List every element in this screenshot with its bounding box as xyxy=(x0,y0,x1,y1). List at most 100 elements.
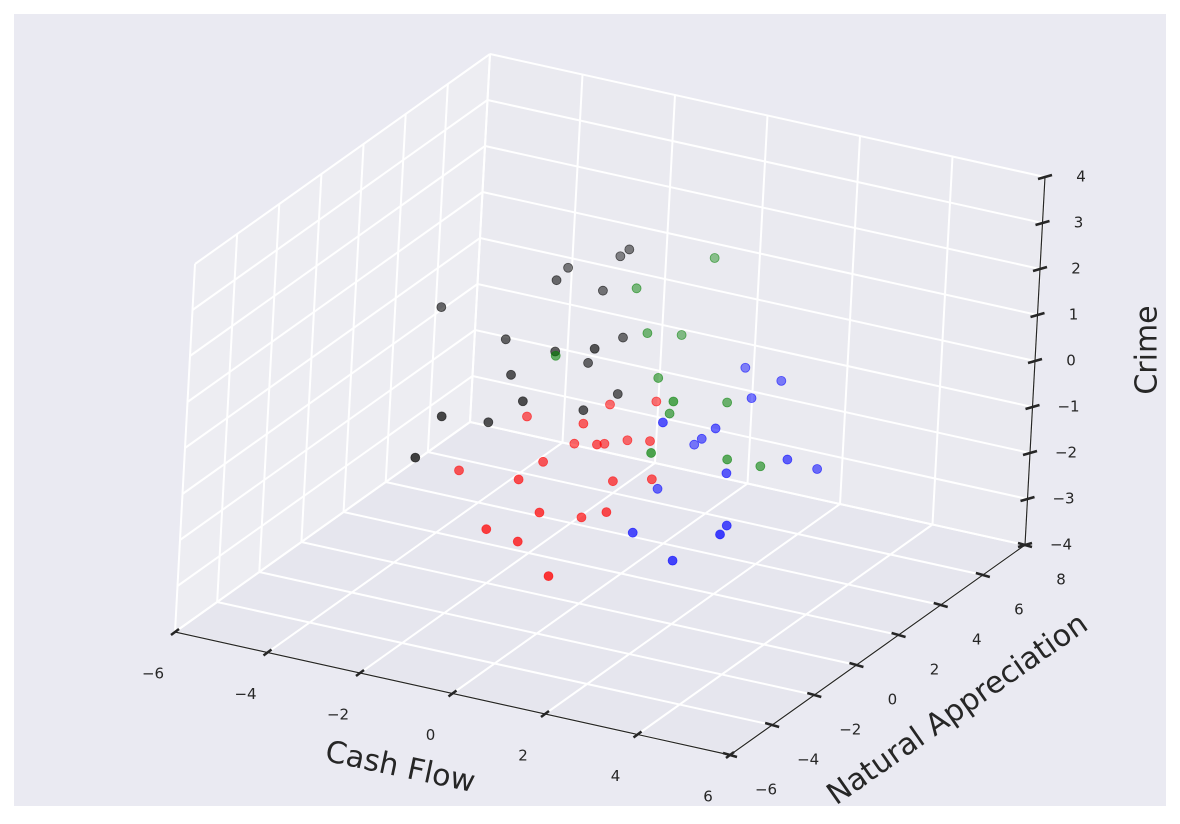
point xyxy=(651,396,662,407)
point xyxy=(517,396,528,407)
grid-line xyxy=(427,451,984,576)
point xyxy=(605,399,615,410)
point xyxy=(646,474,657,485)
point xyxy=(622,435,633,446)
point xyxy=(578,418,589,429)
point xyxy=(642,328,653,339)
point xyxy=(710,423,721,434)
x-tick-label: −2 xyxy=(327,706,349,724)
x-tick-label: 2 xyxy=(518,747,528,765)
x-tick-label: 4 xyxy=(611,767,621,785)
z-tick-label: 0 xyxy=(1066,352,1076,370)
point xyxy=(583,358,593,368)
point xyxy=(543,571,554,581)
grid-line xyxy=(194,53,491,265)
tick-mark xyxy=(262,648,273,657)
point xyxy=(721,520,732,531)
z-tick-label: 3 xyxy=(1074,214,1084,232)
y-tick-label: 0 xyxy=(888,691,898,709)
tick-mark xyxy=(933,601,949,609)
point xyxy=(612,389,623,399)
point xyxy=(598,285,608,296)
point xyxy=(657,417,668,428)
grid-line xyxy=(191,99,489,311)
z-tick-label: 2 xyxy=(1071,260,1081,278)
point xyxy=(755,461,766,472)
point xyxy=(653,373,664,383)
point xyxy=(676,330,687,340)
point xyxy=(715,529,725,540)
z-tick-label: −1 xyxy=(1057,398,1079,416)
grid-line xyxy=(181,283,479,495)
point xyxy=(782,454,793,465)
x-tick-label: −4 xyxy=(234,685,256,703)
point xyxy=(569,438,580,449)
tick-mark xyxy=(170,628,180,636)
point xyxy=(740,362,751,373)
x-tick-label: 0 xyxy=(426,726,436,744)
tick-mark xyxy=(1035,219,1050,227)
point xyxy=(512,536,523,547)
panes xyxy=(174,53,1046,756)
point xyxy=(576,512,587,523)
grid-line xyxy=(176,375,474,587)
point xyxy=(599,438,610,449)
point xyxy=(646,448,657,458)
grid-line xyxy=(385,481,941,606)
grid-line xyxy=(636,523,934,736)
point xyxy=(631,283,642,294)
point xyxy=(664,408,675,419)
z-tick-label: −2 xyxy=(1055,444,1077,462)
point xyxy=(627,527,638,538)
y-tick-label: 4 xyxy=(972,631,982,649)
tick-mark xyxy=(975,571,991,579)
tick-mark xyxy=(540,710,550,718)
point xyxy=(668,396,679,407)
grid-line xyxy=(487,99,1043,224)
point xyxy=(454,465,464,476)
point xyxy=(645,436,655,447)
z-axis-title: Crime xyxy=(1130,305,1165,394)
grid-line xyxy=(216,601,773,726)
grid-line xyxy=(544,503,841,715)
z-tick-label: −4 xyxy=(1050,536,1072,554)
tick-mark xyxy=(1017,541,1033,549)
tick-mark xyxy=(1022,449,1038,457)
z-tick-label: 1 xyxy=(1069,306,1079,324)
tick-mark xyxy=(1027,357,1043,365)
point xyxy=(522,411,532,422)
grid-line xyxy=(479,237,1036,362)
tick-mark xyxy=(891,631,906,639)
y-tick-label: −4 xyxy=(797,751,819,769)
grid-line xyxy=(259,571,815,696)
tick-mark xyxy=(1030,311,1045,319)
point xyxy=(722,397,733,408)
point xyxy=(534,507,545,518)
grid-line xyxy=(174,421,471,633)
tick-mark xyxy=(1032,265,1048,273)
y-tick-label: 8 xyxy=(1056,571,1066,589)
tick-mark xyxy=(1020,495,1035,503)
tick-mark xyxy=(1037,173,1053,181)
point xyxy=(578,405,589,416)
point xyxy=(607,476,618,487)
point xyxy=(551,275,562,286)
grid-line xyxy=(189,145,486,357)
x-tick-label: −6 xyxy=(142,665,164,683)
point xyxy=(506,369,516,380)
point xyxy=(410,452,421,463)
point xyxy=(667,555,678,566)
point xyxy=(550,350,561,361)
grid-line xyxy=(469,421,1026,546)
grid-line xyxy=(184,237,481,449)
point xyxy=(589,343,600,354)
tick-mark xyxy=(447,689,458,698)
point xyxy=(601,507,612,518)
tick-mark xyxy=(849,661,864,669)
y-axis xyxy=(729,544,1026,756)
tick-mark xyxy=(632,730,643,739)
grid-line xyxy=(451,482,749,695)
point xyxy=(513,474,524,485)
point xyxy=(812,464,823,474)
tick-mark xyxy=(764,721,780,729)
